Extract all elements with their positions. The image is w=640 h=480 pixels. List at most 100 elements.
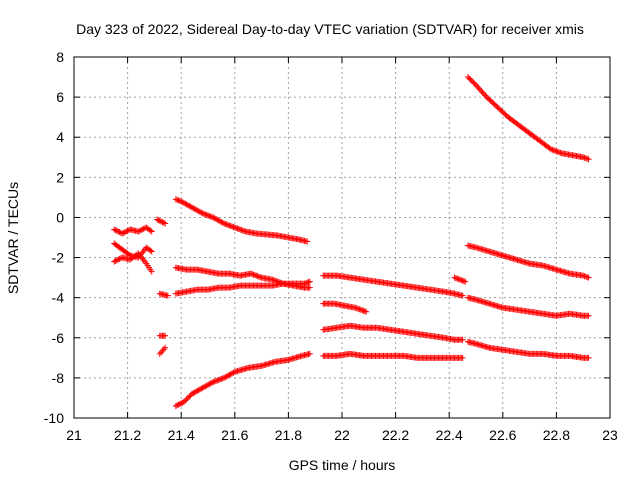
data-point: [548, 146, 555, 153]
data-point: [460, 278, 467, 285]
data-point: [159, 219, 166, 226]
data-point: [162, 344, 169, 351]
data-point: [494, 104, 501, 111]
data-point: [481, 91, 488, 98]
data-point: [162, 220, 169, 227]
data-point: [452, 275, 459, 282]
data-point: [489, 99, 496, 106]
data-point: [119, 230, 126, 237]
data-point: [553, 148, 560, 155]
data-point: [466, 75, 473, 82]
data-point: [209, 213, 216, 220]
series-track-q: [464, 74, 592, 163]
data-point: [219, 219, 226, 226]
data-point: [549, 146, 556, 153]
data-point: [464, 74, 471, 81]
y-tick-label: -6: [52, 330, 65, 346]
data-point: [584, 155, 591, 162]
data-point: [556, 149, 563, 156]
data-point: [467, 76, 474, 83]
data-point: [497, 106, 504, 113]
x-tick-label: 22.8: [543, 427, 570, 443]
data-point: [250, 271, 257, 278]
data-point: [585, 156, 592, 163]
data-point: [306, 350, 313, 357]
x-tick-label: 21.6: [221, 427, 248, 443]
data-point: [148, 248, 155, 255]
x-tick-label: 22.2: [382, 427, 409, 443]
data-point: [355, 305, 362, 312]
y-tick-label: 4: [56, 129, 64, 145]
data-point: [112, 257, 119, 264]
y-axis-label: SDTVAR / TECUs: [5, 182, 21, 294]
data-point: [499, 109, 506, 116]
data-point: [227, 222, 234, 229]
data-point: [491, 101, 498, 108]
data-point: [154, 216, 161, 223]
data-point: [176, 400, 183, 407]
y-tick-label: -4: [52, 290, 65, 306]
data-point: [111, 226, 118, 233]
data-point: [172, 402, 179, 409]
data-point: [218, 375, 225, 382]
series-track-f: [156, 332, 169, 339]
data-point: [176, 197, 183, 204]
series-track-c: [111, 250, 155, 275]
data-point: [203, 211, 210, 218]
data-point: [580, 154, 587, 161]
data-point: [302, 280, 309, 287]
series-track-n: [320, 322, 466, 343]
data-point: [164, 292, 171, 299]
data-point: [581, 273, 588, 280]
data-point: [584, 274, 591, 281]
data-point: [175, 401, 182, 408]
data-point: [178, 400, 185, 407]
data-point: [215, 376, 222, 383]
data-point: [116, 229, 123, 236]
data-point: [222, 220, 229, 227]
x-tick-label: 21: [66, 427, 82, 443]
data-point: [554, 148, 561, 155]
data-point: [356, 306, 363, 313]
series-track-g: [156, 344, 169, 357]
data-point: [155, 217, 162, 224]
data-point: [550, 147, 557, 154]
x-tick-label: 23: [602, 427, 618, 443]
data-point: [186, 393, 193, 400]
data-point: [180, 398, 187, 405]
data-point: [249, 271, 256, 278]
data-point: [251, 272, 258, 279]
data-point: [255, 273, 262, 280]
data-point: [454, 275, 461, 282]
data-point: [468, 78, 475, 85]
series-track-s: [464, 294, 592, 319]
x-tick-label: 21.8: [275, 427, 302, 443]
data-point: [582, 273, 589, 280]
grid: [74, 57, 610, 418]
data-point: [135, 228, 142, 235]
data-point: [221, 220, 228, 227]
data-point: [115, 228, 122, 235]
data-point: [121, 229, 128, 236]
data-point: [357, 306, 364, 313]
data-point: [477, 86, 484, 93]
data-point: [156, 350, 163, 357]
data-point: [557, 149, 564, 156]
plot-frame: [73, 56, 611, 419]
data-point: [247, 270, 254, 277]
data-point: [353, 305, 360, 312]
x-axis-label: GPS time / hours: [289, 457, 396, 473]
data-point: [459, 292, 466, 299]
data-point: [552, 147, 559, 154]
data-point: [124, 227, 131, 234]
data-point: [582, 155, 589, 162]
chart-title: Day 323 of 2022, Sidereal Day-to-day VTE…: [76, 21, 584, 37]
data-point: [206, 212, 213, 219]
data-point: [183, 396, 190, 403]
data-point: [257, 274, 264, 281]
data-point: [156, 217, 163, 224]
data-point: [234, 225, 241, 232]
data-point: [138, 227, 144, 234]
x-tick-label: 22.4: [436, 427, 463, 443]
